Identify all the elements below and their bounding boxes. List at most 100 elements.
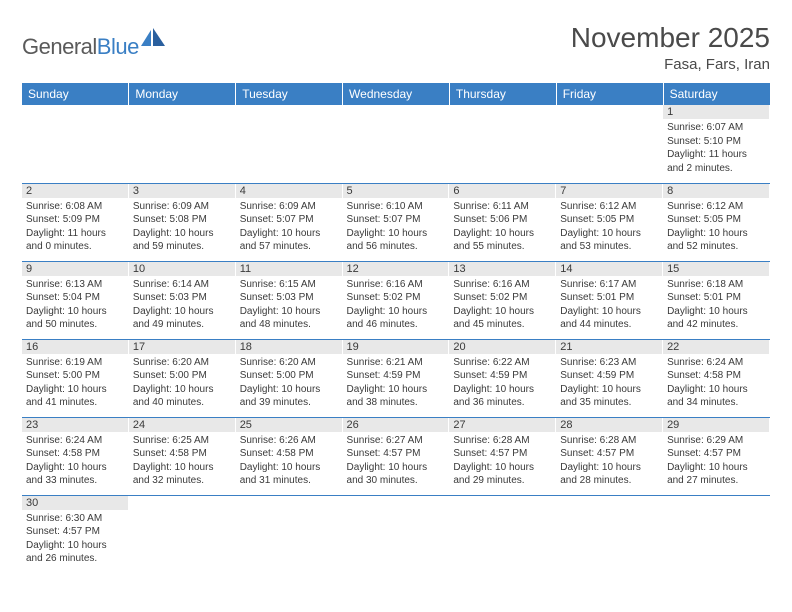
daylight-line: Daylight: 10 hours and 52 minutes. <box>667 227 766 254</box>
daylight-line: Daylight: 10 hours and 26 minutes. <box>26 539 125 566</box>
sunset-line: Sunset: 5:02 PM <box>347 291 446 305</box>
calendar-empty-cell <box>449 495 556 573</box>
day-number: 30 <box>22 496 129 510</box>
sunrise-line: Sunrise: 6:12 AM <box>667 200 766 214</box>
calendar-empty-cell <box>663 495 770 573</box>
sunrise-line: Sunrise: 6:20 AM <box>240 356 339 370</box>
calendar-day-cell: 29 Sunrise: 6:29 AMSunset: 4:57 PMDayligh… <box>663 417 770 495</box>
calendar-day-cell: 3Sunrise: 6:09 AMSunset: 5:08 PMDaylight… <box>129 183 236 261</box>
day-details: Sunrise: 6:22 AMSunset: 4:59 PMDaylight:… <box>449 354 556 412</box>
calendar-day-cell: 13Sunrise: 6:16 AMSunset: 5:02 PMDayligh… <box>449 261 556 339</box>
calendar-week-row: 9Sunrise: 6:13 AMSunset: 5:04 PMDaylight… <box>22 261 770 339</box>
day-details: Sunrise: 6:12 AMSunset: 5:05 PMDaylight:… <box>556 198 663 256</box>
sunrise-line: Sunrise: 6:08 AM <box>26 200 125 214</box>
calendar-week-row: 30Sunrise: 6:30 AMSunset: 4:57 PMDayligh… <box>22 495 770 573</box>
calendar-empty-cell <box>449 105 556 183</box>
day-details: Sunrise: 6:27 AMSunset: 4:57 PMDaylight:… <box>343 432 450 490</box>
sunset-line: Sunset: 5:02 PM <box>453 291 552 305</box>
sunrise-line: Sunrise: 6:29 AM <box>667 434 766 448</box>
daylight-line: Daylight: 10 hours and 42 minutes. <box>667 305 766 332</box>
calendar-empty-cell <box>343 105 450 183</box>
daylight-line: Daylight: 10 hours and 38 minutes. <box>347 383 446 410</box>
sunrise-line: Sunrise: 6:24 AM <box>667 356 766 370</box>
sunset-line: Sunset: 5:10 PM <box>667 135 766 149</box>
sunrise-line: Sunrise: 6:24 AM <box>26 434 125 448</box>
sunrise-line: Sunrise: 6:15 AM <box>240 278 339 292</box>
calendar-day-cell: 16Sunrise: 6:19 AMSunset: 5:00 PMDayligh… <box>22 339 129 417</box>
sunrise-line: Sunrise: 6:30 AM <box>26 512 125 526</box>
calendar-day-cell: 10Sunrise: 6:14 AMSunset: 5:03 PMDayligh… <box>129 261 236 339</box>
sunset-line: Sunset: 5:03 PM <box>240 291 339 305</box>
day-details: Sunrise: 6:19 AMSunset: 5:00 PMDaylight:… <box>22 354 129 412</box>
daylight-line: Daylight: 10 hours and 45 minutes. <box>453 305 552 332</box>
calendar-day-cell: 11Sunrise: 6:15 AMSunset: 5:03 PMDayligh… <box>236 261 343 339</box>
day-number: 3 <box>129 184 236 198</box>
daylight-line: Daylight: 10 hours and 50 minutes. <box>26 305 125 332</box>
day-number: 25 <box>236 418 343 432</box>
day-details: Sunrise: 6:21 AMSunset: 4:59 PMDaylight:… <box>343 354 450 412</box>
day-details: Sunrise: 6:30 AMSunset: 4:57 PMDaylight:… <box>22 510 129 568</box>
sunset-line: Sunset: 5:00 PM <box>133 369 232 383</box>
sunset-line: Sunset: 5:07 PM <box>347 213 446 227</box>
sunset-line: Sunset: 4:58 PM <box>133 447 232 461</box>
calendar-day-cell: 17Sunrise: 6:20 AMSunset: 5:00 PMDayligh… <box>129 339 236 417</box>
sunset-line: Sunset: 5:00 PM <box>240 369 339 383</box>
day-number: 17 <box>129 340 236 354</box>
calendar-day-cell: 22Sunrise: 6:24 AMSunset: 4:58 PMDayligh… <box>663 339 770 417</box>
calendar-week-row: 23Sunrise: 6:24 AMSunset: 4:58 PMDayligh… <box>22 417 770 495</box>
daylight-line: Daylight: 10 hours and 57 minutes. <box>240 227 339 254</box>
daylight-line: Daylight: 10 hours and 29 minutes. <box>453 461 552 488</box>
day-number: 21 <box>556 340 663 354</box>
day-details: Sunrise: 6:12 AMSunset: 5:05 PMDaylight:… <box>663 198 770 256</box>
day-number: 5 <box>343 184 450 198</box>
daylight-line: Daylight: 10 hours and 34 minutes. <box>667 383 766 410</box>
day-number: 23 <box>22 418 129 432</box>
daylight-line: Daylight: 10 hours and 27 minutes. <box>667 461 766 488</box>
header: GeneralBlue November 2025 Fasa, Fars, Ir… <box>22 22 770 73</box>
day-details: Sunrise: 6:09 AMSunset: 5:08 PMDaylight:… <box>129 198 236 256</box>
sunset-line: Sunset: 4:57 PM <box>453 447 552 461</box>
sail-icon <box>141 28 167 51</box>
day-number: 14 <box>556 262 663 276</box>
calendar-week-row: 16Sunrise: 6:19 AMSunset: 5:00 PMDayligh… <box>22 339 770 417</box>
calendar-table: SundayMondayTuesdayWednesdayThursdayFrid… <box>22 83 770 573</box>
calendar-day-cell: 30Sunrise: 6:30 AMSunset: 4:57 PMDayligh… <box>22 495 129 573</box>
sunset-line: Sunset: 4:57 PM <box>667 447 766 461</box>
day-details: Sunrise: 6:11 AMSunset: 5:06 PMDaylight:… <box>449 198 556 256</box>
calendar-day-cell: 18Sunrise: 6:20 AMSunset: 5:00 PMDayligh… <box>236 339 343 417</box>
day-number: 20 <box>449 340 556 354</box>
calendar-day-cell: 15Sunrise: 6:18 AMSunset: 5:01 PMDayligh… <box>663 261 770 339</box>
daylight-line: Daylight: 10 hours and 59 minutes. <box>133 227 232 254</box>
day-number: 2 <box>22 184 129 198</box>
day-number: 26 <box>343 418 450 432</box>
sunrise-line: Sunrise: 6:16 AM <box>347 278 446 292</box>
sunrise-line: Sunrise: 6:18 AM <box>667 278 766 292</box>
day-header: Friday <box>556 83 663 105</box>
sunset-line: Sunset: 4:57 PM <box>560 447 659 461</box>
daylight-line: Daylight: 10 hours and 31 minutes. <box>240 461 339 488</box>
day-number: 11 <box>236 262 343 276</box>
daylight-line: Daylight: 10 hours and 53 minutes. <box>560 227 659 254</box>
sunset-line: Sunset: 4:58 PM <box>667 369 766 383</box>
month-title: November 2025 <box>571 22 770 54</box>
sunrise-line: Sunrise: 6:12 AM <box>560 200 659 214</box>
day-number: 8 <box>663 184 770 198</box>
sunrise-line: Sunrise: 6:09 AM <box>133 200 232 214</box>
day-details: Sunrise: 6:10 AMSunset: 5:07 PMDaylight:… <box>343 198 450 256</box>
calendar-day-cell: 2Sunrise: 6:08 AMSunset: 5:09 PMDaylight… <box>22 183 129 261</box>
day-number: 29 <box>663 418 770 432</box>
sunset-line: Sunset: 4:58 PM <box>26 447 125 461</box>
sunset-line: Sunset: 5:01 PM <box>560 291 659 305</box>
calendar-day-cell: 24Sunrise: 6:25 AMSunset: 4:58 PMDayligh… <box>129 417 236 495</box>
calendar-day-cell: 12Sunrise: 6:16 AMSunset: 5:02 PMDayligh… <box>343 261 450 339</box>
day-details: Sunrise: 6:09 AMSunset: 5:07 PMDaylight:… <box>236 198 343 256</box>
day-number: 16 <box>22 340 129 354</box>
calendar-day-cell: 8Sunrise: 6:12 AMSunset: 5:05 PMDaylight… <box>663 183 770 261</box>
day-header: Monday <box>129 83 236 105</box>
calendar-day-cell: 28Sunrise: 6:28 AMSunset: 4:57 PMDayligh… <box>556 417 663 495</box>
daylight-line: Daylight: 11 hours and 0 minutes. <box>26 227 125 254</box>
daylight-line: Daylight: 10 hours and 41 minutes. <box>26 383 125 410</box>
calendar-week-row: 1Sunrise: 6:07 AMSunset: 5:10 PMDaylight… <box>22 105 770 183</box>
sunrise-line: Sunrise: 6:13 AM <box>26 278 125 292</box>
daylight-line: Daylight: 10 hours and 55 minutes. <box>453 227 552 254</box>
